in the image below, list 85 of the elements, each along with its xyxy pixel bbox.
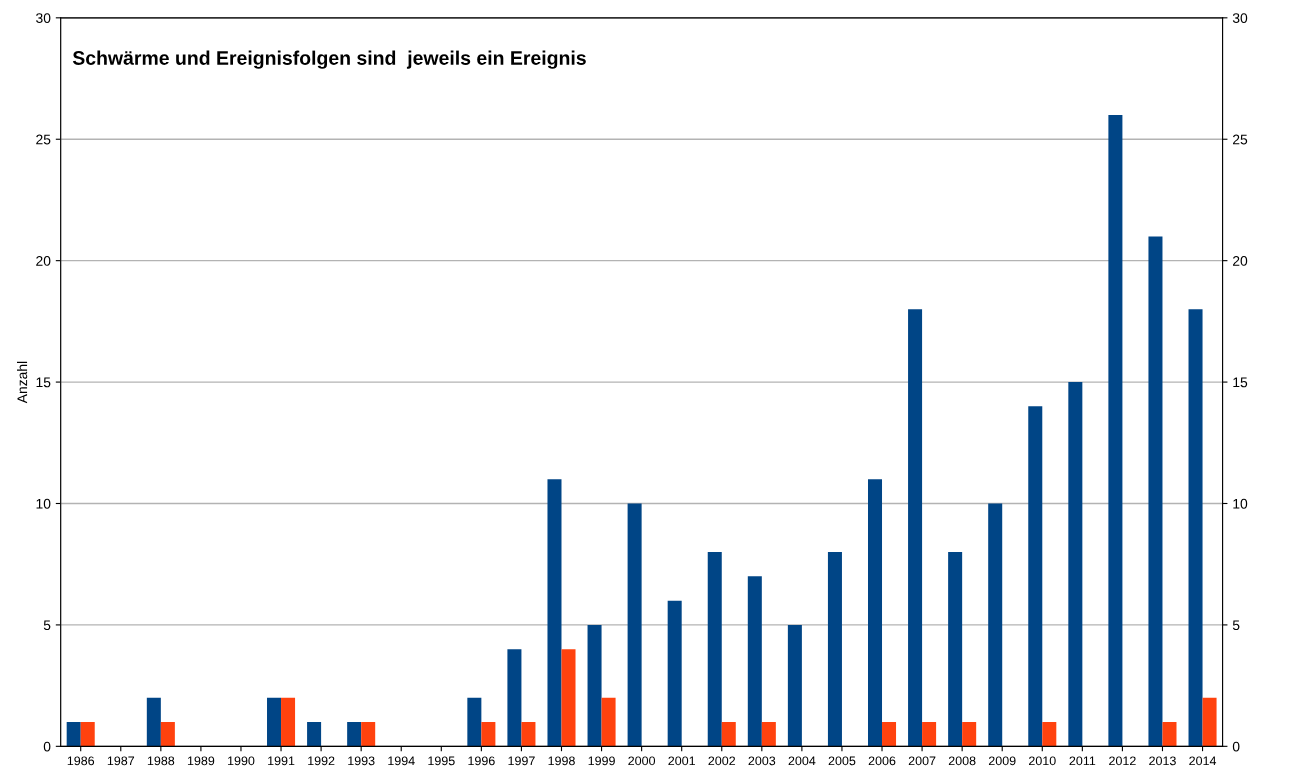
y-tick-label: 25 <box>36 134 51 145</box>
y2-tick-label: 15 <box>1233 377 1248 388</box>
y2-tick-label: 30 <box>1232 13 1248 23</box>
bar <box>948 552 963 747</box>
bar <box>1188 309 1203 747</box>
x-tick-label: 2003 <box>748 756 776 766</box>
bar <box>747 576 762 747</box>
bar <box>962 722 977 747</box>
x-tick-label: 2004 <box>788 756 816 766</box>
bar <box>547 479 562 747</box>
bar <box>307 722 322 747</box>
x-tick-label: 2008 <box>948 756 976 766</box>
y-tick-label: 0 <box>43 741 51 752</box>
x-tick-label: 2002 <box>708 756 736 766</box>
bar <box>281 697 296 747</box>
bar <box>146 697 161 747</box>
bar <box>467 697 482 747</box>
bar <box>1042 722 1057 747</box>
bar <box>1068 382 1083 747</box>
bar <box>1202 697 1217 747</box>
bar <box>627 503 642 747</box>
x-tick-label: 2011 <box>1069 756 1096 766</box>
x-tick-label: 1992 <box>308 756 335 766</box>
bar <box>908 309 923 747</box>
bar <box>707 552 722 747</box>
bar <box>587 624 602 747</box>
x-tick-label: 2000 <box>628 756 656 766</box>
y2-tick-label: 25 <box>1233 134 1248 145</box>
bar <box>827 552 842 747</box>
y2-tick-label: 10 <box>1233 498 1248 509</box>
bar <box>507 649 522 747</box>
bar <box>922 722 937 747</box>
y-tick-label: 5 <box>43 620 51 631</box>
bar <box>481 722 496 747</box>
x-tick-label: 2012 <box>1109 756 1136 766</box>
x-tick-label: 1998 <box>548 756 575 766</box>
bar <box>347 722 362 747</box>
x-tick-label: 1991 <box>268 756 295 766</box>
x-tick-label: 1993 <box>348 756 375 766</box>
x-tick-label: 1994 <box>388 756 415 766</box>
y-tick-label: 20 <box>36 255 51 266</box>
bar <box>601 697 616 747</box>
y2-tick-label: 20 <box>1233 255 1248 266</box>
bar <box>1028 406 1043 747</box>
bar <box>868 479 883 747</box>
y2-tick-label: 0 <box>1232 741 1240 752</box>
x-tick-label: 1989 <box>187 756 215 766</box>
text: Schwärme und Ereignisfolgen sind jeweils ein Ereignis <box>72 50 586 69</box>
bar <box>361 722 376 747</box>
bar <box>761 722 776 747</box>
y-tick-label: 10 <box>36 498 51 509</box>
x-tick-label: 2007 <box>908 756 936 766</box>
bar <box>521 722 536 747</box>
y2-tick-label: 5 <box>1232 620 1240 631</box>
bar <box>882 722 897 747</box>
x-tick-label: 2013 <box>1149 756 1176 766</box>
x-tick-label: 2014 <box>1189 756 1217 766</box>
x-tick-label: 1997 <box>508 756 535 766</box>
bar <box>1162 722 1177 747</box>
bar <box>66 722 81 747</box>
x-tick-label: 1990 <box>228 756 255 766</box>
x-tick-label: 1988 <box>147 756 175 766</box>
bar <box>988 503 1003 747</box>
y-tick-label: 30 <box>36 13 51 23</box>
x-tick-label: 2010 <box>1029 756 1056 766</box>
bar <box>267 697 282 747</box>
x-tick-label: 1986 <box>67 756 95 766</box>
y-tick-label: 15 <box>36 377 51 388</box>
x-tick-label: 1987 <box>107 756 135 766</box>
bar <box>721 722 736 747</box>
x-tick-label: 1999 <box>588 756 615 766</box>
x-tick-label: 2005 <box>828 756 856 766</box>
bar <box>667 600 682 747</box>
x-tick-label: 2009 <box>988 756 1016 766</box>
bar <box>1108 114 1123 747</box>
bar <box>787 624 802 747</box>
bar <box>1148 236 1163 747</box>
x-tick-label: 1995 <box>428 756 455 766</box>
x-tick-label: 1996 <box>468 756 495 766</box>
bar <box>80 722 95 747</box>
bar <box>561 649 576 747</box>
x-tick-label: 2001 <box>668 756 695 766</box>
x-tick-label: 2006 <box>868 756 896 766</box>
bar <box>160 722 175 747</box>
y-axis-title: Anzahl <box>17 361 28 404</box>
